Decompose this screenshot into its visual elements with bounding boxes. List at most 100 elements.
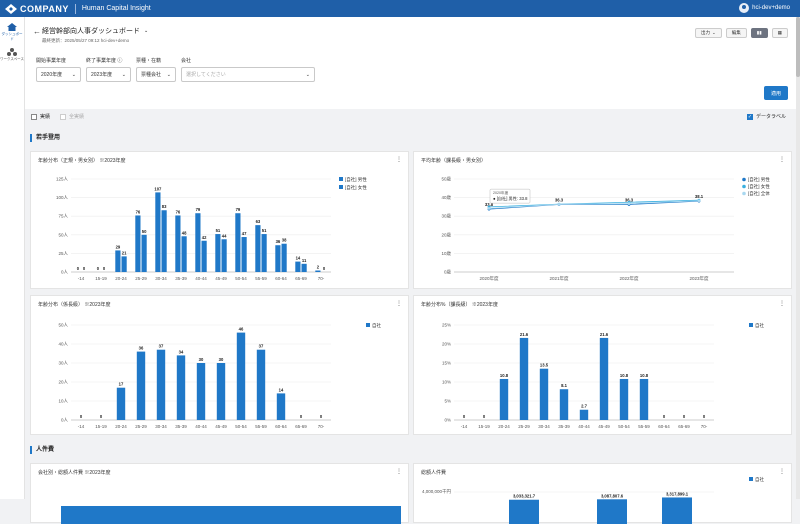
bar: [597, 499, 627, 524]
legend-label: 自社: [755, 322, 764, 329]
x-tick-label: 55-59: [638, 424, 650, 429]
back-arrow-icon[interactable]: ←: [33, 26, 41, 36]
nav-label: ダッシュボード: [1, 32, 23, 41]
data-point: [697, 199, 701, 203]
more-icon[interactable]: ⋮: [779, 301, 785, 307]
x-tick-label: 45-49: [215, 276, 227, 281]
x-tick-label: 65-69: [678, 424, 690, 429]
data-label: 37: [259, 344, 264, 349]
page-title: 経営幹部向人事ダッシュボード: [42, 28, 140, 35]
more-icon[interactable]: ⋮: [396, 469, 402, 475]
bar: [256, 349, 266, 420]
nav-item-dashboard[interactable]: ダッシュボード: [0, 23, 24, 42]
x-tick-label: 30-34: [538, 424, 550, 429]
x-tick-label: 70-: [318, 424, 325, 429]
scrollbar[interactable]: [796, 17, 800, 499]
bar: [216, 363, 226, 420]
chevron-down-icon[interactable]: ⌄: [144, 28, 149, 34]
company-logo[interactable]: COMPANY: [5, 3, 69, 14]
y-tick-label: 0%: [444, 418, 451, 423]
data-label: 29: [116, 244, 121, 249]
y-tick-label: 0歳: [444, 269, 452, 275]
logo-icon: [5, 3, 17, 14]
y-tick-label: 10人: [58, 399, 68, 404]
y-tick-label: 30歳: [441, 213, 451, 219]
more-icon[interactable]: ⋮: [396, 157, 402, 163]
x-tick-label: 2023年度: [689, 275, 709, 282]
data-label: 30: [199, 357, 204, 362]
y-tick-label: 25%: [442, 323, 451, 328]
data-label: 0: [483, 414, 486, 419]
data-label: 37: [159, 344, 164, 349]
bar: [121, 256, 127, 272]
more-icon[interactable]: ⋮: [396, 301, 402, 307]
end-year-select[interactable]: 2023年度 ⌄: [86, 67, 131, 82]
apply-button[interactable]: 適用: [764, 86, 788, 100]
y-tick-label: 10%: [442, 380, 451, 385]
series-line: [488, 200, 700, 209]
x-tick-label: 2022年度: [619, 275, 639, 282]
y-tick-label: 50歳: [441, 176, 451, 182]
x-tick-label: 35-39: [175, 276, 187, 281]
legend-label: [自社] 男性: [748, 176, 770, 183]
manager-age-pct-chart: 0% 5% 10% 15% 20% 25% -14 0 15-19 0 20-24 10.8 25-29…: [442, 322, 765, 429]
data-point: [627, 202, 631, 205]
data-label: 83: [162, 204, 167, 209]
x-tick-label: 55-59: [255, 424, 267, 429]
bar: [141, 234, 147, 272]
actual-checkbox[interactable]: 実績: [31, 113, 50, 120]
filter-bar: 開始事業年度 2020年度 ⌄ 終了事業年度 ⓘ 2023年度 ⌄ 票種・在籍 票種…: [36, 57, 315, 82]
x-tick-label: 40-44: [578, 424, 590, 429]
data-label: 0: [323, 266, 326, 271]
average-age-chart: 0歳 10歳 20歳 30歳 40歳 50歳 2020年度 2021年度 2022年度 2023年…: [441, 176, 770, 283]
bar: [275, 245, 281, 272]
company-select[interactable]: 選択してください ⌄: [181, 67, 315, 82]
type-select[interactable]: 票種会社 ⌄: [136, 67, 176, 82]
data-label: 0: [103, 266, 106, 271]
chevron-down-icon: ⌄: [121, 71, 126, 78]
bar: [315, 270, 321, 272]
scroll-thumb[interactable]: [796, 17, 800, 77]
data-label: 17: [119, 382, 124, 387]
data-label: 21.6: [600, 332, 609, 337]
x-tick-label: 2020年度: [479, 275, 499, 282]
divider: [74, 3, 76, 14]
data-label-checkbox[interactable]: ✓ データラベル: [746, 113, 786, 120]
chevron-down-icon: ⌄: [71, 71, 76, 78]
chart-card-age-manager-pct: 年齢分布%（課長級） ※2023年度 ⋮ 0% 5% 10% 15% 20% 25% -14…: [413, 295, 792, 435]
start-year-select[interactable]: 2020年度 ⌄: [36, 67, 81, 82]
data-label: 44: [222, 233, 227, 238]
data-label: 10.8: [640, 373, 649, 378]
all-actual-checkbox[interactable]: 全実績: [60, 113, 84, 120]
dashboard-header: ← 経営幹部向人事ダッシュボード ⌄ 最終更新：2025/05/27 09:12…: [25, 17, 796, 109]
filter-end-year: 終了事業年度 ⓘ 2023年度 ⌄: [86, 57, 131, 82]
cost-bar: [61, 506, 401, 524]
nav-item-workspace[interactable]: ワークスペース: [0, 48, 24, 62]
legend-label: [自社] 全体: [748, 190, 770, 197]
user-menu[interactable]: hci-dev+demo: [739, 3, 790, 13]
table-view-button[interactable]: ▦: [771, 28, 788, 38]
header-actions: 出力 ⌄ 編集 ▮▮ ▦: [695, 28, 788, 38]
edit-button[interactable]: 編集: [725, 28, 747, 38]
more-icon[interactable]: ⋮: [779, 469, 785, 475]
bar: [221, 239, 227, 272]
y-tick-label: 100人: [56, 195, 69, 200]
series-line: [488, 200, 700, 210]
company-cost-chart: [61, 506, 401, 524]
more-icon[interactable]: ⋮: [779, 157, 785, 163]
x-tick-label: 60-64: [275, 276, 287, 281]
bar: [195, 213, 201, 272]
chart-view-button[interactable]: ▮▮: [750, 28, 768, 38]
data-label: 51: [262, 228, 267, 233]
filter-type: 票種・在籍 票種会社 ⌄: [136, 57, 176, 82]
y-tick-label: 50人: [58, 232, 68, 237]
bar: [261, 234, 267, 272]
help-icon[interactable]: ⓘ: [117, 58, 123, 64]
data-label: 14: [279, 387, 284, 392]
card-title: 総額人件費: [421, 470, 447, 476]
x-tick-label: 25-29: [135, 424, 147, 429]
export-button[interactable]: 出力 ⌄: [695, 28, 722, 38]
tooltip: [489, 188, 531, 204]
x-tick-label: 50-54: [235, 424, 247, 429]
card-title: 年齢分布（正規・男女別） ※2023年度: [38, 158, 126, 164]
